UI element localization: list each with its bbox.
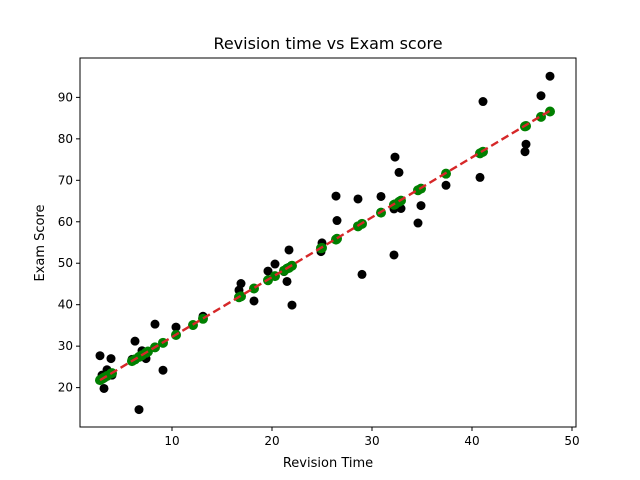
data-point bbox=[99, 383, 109, 393]
y-tick-label: 70 bbox=[58, 173, 73, 187]
data-point bbox=[353, 194, 363, 204]
data-point bbox=[357, 269, 367, 279]
y-axis-ticks: 20 30 40 50 60 70 80 90 bbox=[58, 90, 80, 395]
y-tick-label: 40 bbox=[58, 298, 73, 312]
data-point bbox=[130, 336, 140, 346]
y-tick-label: 30 bbox=[58, 339, 73, 353]
y-tick-label: 60 bbox=[58, 215, 73, 229]
data-point bbox=[441, 180, 451, 190]
data-point bbox=[263, 266, 273, 276]
y-tick-label: 50 bbox=[58, 256, 73, 270]
data-point bbox=[332, 216, 342, 226]
x-tick-label: 20 bbox=[264, 434, 279, 448]
data-point bbox=[249, 296, 259, 306]
x-tick-label: 40 bbox=[464, 434, 479, 448]
data-point bbox=[150, 319, 160, 329]
data-point bbox=[475, 172, 485, 182]
data-point bbox=[331, 191, 341, 201]
data-point bbox=[284, 245, 294, 255]
regression-line bbox=[99, 109, 551, 382]
plot-area-frame bbox=[79, 57, 577, 428]
data-point bbox=[545, 71, 555, 81]
data-point bbox=[389, 250, 399, 260]
y-tick-label: 80 bbox=[58, 132, 73, 146]
data-point bbox=[106, 354, 116, 364]
y-tick-label: 20 bbox=[58, 381, 73, 395]
data-point bbox=[158, 365, 168, 375]
data-point bbox=[413, 218, 423, 228]
data-point bbox=[416, 201, 426, 211]
data-point bbox=[282, 276, 292, 286]
x-axis-ticks: 10 20 30 40 50 bbox=[164, 427, 580, 448]
y-axis-label: Exam Score bbox=[33, 204, 48, 281]
fitted-point bbox=[545, 106, 555, 117]
x-tick-label: 10 bbox=[164, 434, 179, 448]
x-axis-label: Revision Time bbox=[283, 456, 373, 471]
y-tick-label: 90 bbox=[58, 90, 73, 104]
data-point bbox=[521, 139, 531, 149]
data-point bbox=[376, 191, 386, 201]
data-point bbox=[536, 91, 546, 101]
data-point bbox=[478, 97, 488, 107]
data-point bbox=[520, 147, 530, 157]
data-point bbox=[390, 152, 400, 162]
data-point bbox=[287, 300, 297, 310]
plot-marks bbox=[95, 71, 555, 415]
data-point bbox=[270, 259, 280, 269]
x-tick-label: 30 bbox=[364, 434, 379, 448]
data-point bbox=[95, 351, 105, 361]
x-tick-label: 50 bbox=[564, 434, 579, 448]
chart-title: Revision time vs Exam score bbox=[213, 34, 442, 53]
data-point bbox=[134, 405, 144, 415]
data-point bbox=[394, 167, 404, 177]
data-point bbox=[236, 279, 246, 289]
data-point bbox=[171, 322, 181, 332]
